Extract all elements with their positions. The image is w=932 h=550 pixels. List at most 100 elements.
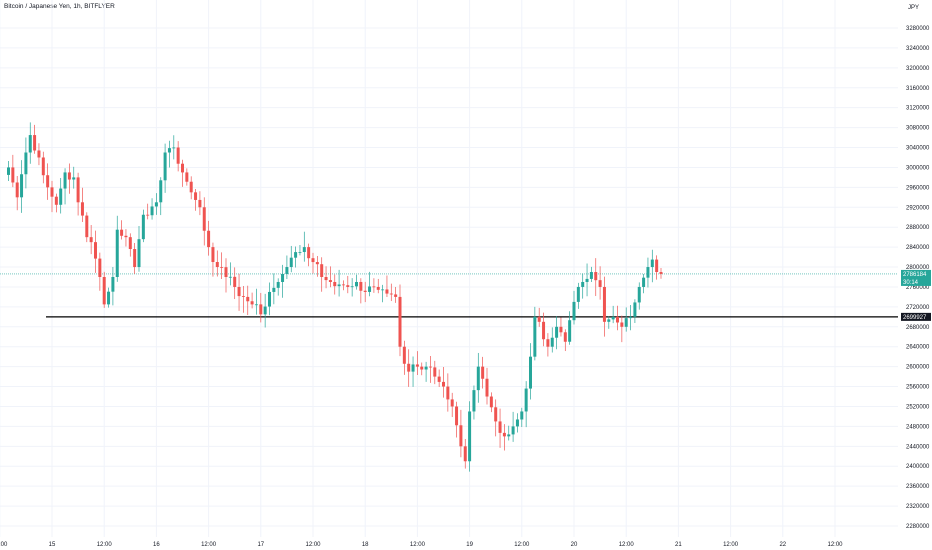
time-axis[interactable]: 12:00 15 12:00 16 12:00 17 12:00 18 12:00 19 12:00… xyxy=(0,542,843,548)
candle xyxy=(154,193,158,215)
candle-body xyxy=(159,180,163,203)
candle xyxy=(381,284,385,303)
y-tick-label: 2600000 xyxy=(906,365,930,371)
candle xyxy=(611,305,615,324)
candle-body xyxy=(241,296,245,297)
candle xyxy=(581,273,585,299)
candle-body xyxy=(407,363,411,372)
candle xyxy=(589,266,593,282)
y-tick-label: 2360000 xyxy=(906,484,930,490)
candle-body xyxy=(254,304,258,306)
candle-body xyxy=(315,262,319,265)
x-tick-label: 12:00 xyxy=(827,542,843,548)
candle xyxy=(659,267,663,279)
candle-body xyxy=(511,426,515,435)
candle xyxy=(268,282,271,316)
candle xyxy=(585,263,589,297)
candle xyxy=(54,193,58,213)
y-tick-label: 2920000 xyxy=(906,205,930,211)
candle-body xyxy=(363,290,367,292)
y-tick-label: 3080000 xyxy=(906,126,930,132)
candle xyxy=(11,154,15,188)
candle-body xyxy=(542,321,546,340)
candle-body xyxy=(228,276,232,278)
x-tick-label: 17 xyxy=(257,542,264,548)
candle xyxy=(285,255,289,279)
candle xyxy=(359,278,363,304)
candle-body xyxy=(420,366,424,370)
candle-body xyxy=(185,172,189,182)
candle xyxy=(33,124,37,154)
candle-body xyxy=(115,229,119,277)
candle xyxy=(407,349,411,387)
candle-body xyxy=(259,304,263,315)
candle-body xyxy=(176,147,180,164)
candle-body xyxy=(41,157,45,176)
candle xyxy=(50,180,54,213)
candle xyxy=(41,151,45,184)
candle xyxy=(376,278,380,294)
x-tick-label: 12:00 xyxy=(410,542,426,548)
candle xyxy=(463,439,467,469)
candle xyxy=(350,278,354,297)
y-tick-label: 2960000 xyxy=(906,185,930,191)
candle-body xyxy=(359,281,363,291)
candle-body xyxy=(150,206,154,216)
candle-body xyxy=(124,235,128,238)
candle xyxy=(211,242,215,277)
candle xyxy=(202,197,206,246)
candle-body xyxy=(307,247,311,259)
candle xyxy=(437,369,441,387)
currency-label: JPY xyxy=(908,5,919,11)
candle-body xyxy=(463,446,467,462)
candle xyxy=(37,143,41,166)
price-axis[interactable]: JPY 2280000 2320000 2360000 2400000 2440000 2… xyxy=(906,5,930,530)
candle xyxy=(59,177,63,214)
candles xyxy=(7,122,663,472)
candle xyxy=(198,191,202,216)
candle-body xyxy=(389,293,393,295)
candle-body xyxy=(85,215,89,238)
candle-body xyxy=(7,167,10,175)
candle xyxy=(502,424,506,451)
candle xyxy=(276,278,280,296)
candle-body xyxy=(394,294,398,297)
candle-body xyxy=(563,332,567,342)
candle-body xyxy=(533,316,537,357)
candle-body xyxy=(428,366,432,368)
candle-body xyxy=(472,390,476,412)
candle-body xyxy=(211,247,215,263)
candle-body xyxy=(285,267,289,274)
candle xyxy=(411,356,415,387)
candle-body xyxy=(146,214,150,216)
candle xyxy=(141,209,145,243)
candle xyxy=(102,271,106,308)
candle-body xyxy=(11,167,15,183)
candle xyxy=(328,266,332,288)
candle xyxy=(311,252,315,274)
candle xyxy=(446,373,450,412)
candle xyxy=(241,286,245,313)
candle-body xyxy=(494,407,498,422)
candle xyxy=(7,161,10,181)
candle-body xyxy=(524,388,528,412)
candle xyxy=(307,243,311,267)
candle xyxy=(489,392,493,413)
candle xyxy=(476,352,480,403)
candle-body xyxy=(585,278,589,282)
candle xyxy=(250,292,254,309)
candle-body xyxy=(328,280,332,282)
candle xyxy=(133,243,137,274)
candle xyxy=(568,311,572,345)
candle xyxy=(224,258,228,293)
y-tick-label: 2840000 xyxy=(906,245,930,251)
candle xyxy=(542,312,546,347)
candle-body xyxy=(276,281,280,288)
candle xyxy=(607,316,611,329)
candle xyxy=(24,137,28,189)
candle xyxy=(89,225,93,255)
candle-body xyxy=(424,366,428,370)
candle xyxy=(111,267,115,306)
candle-body xyxy=(272,287,276,292)
